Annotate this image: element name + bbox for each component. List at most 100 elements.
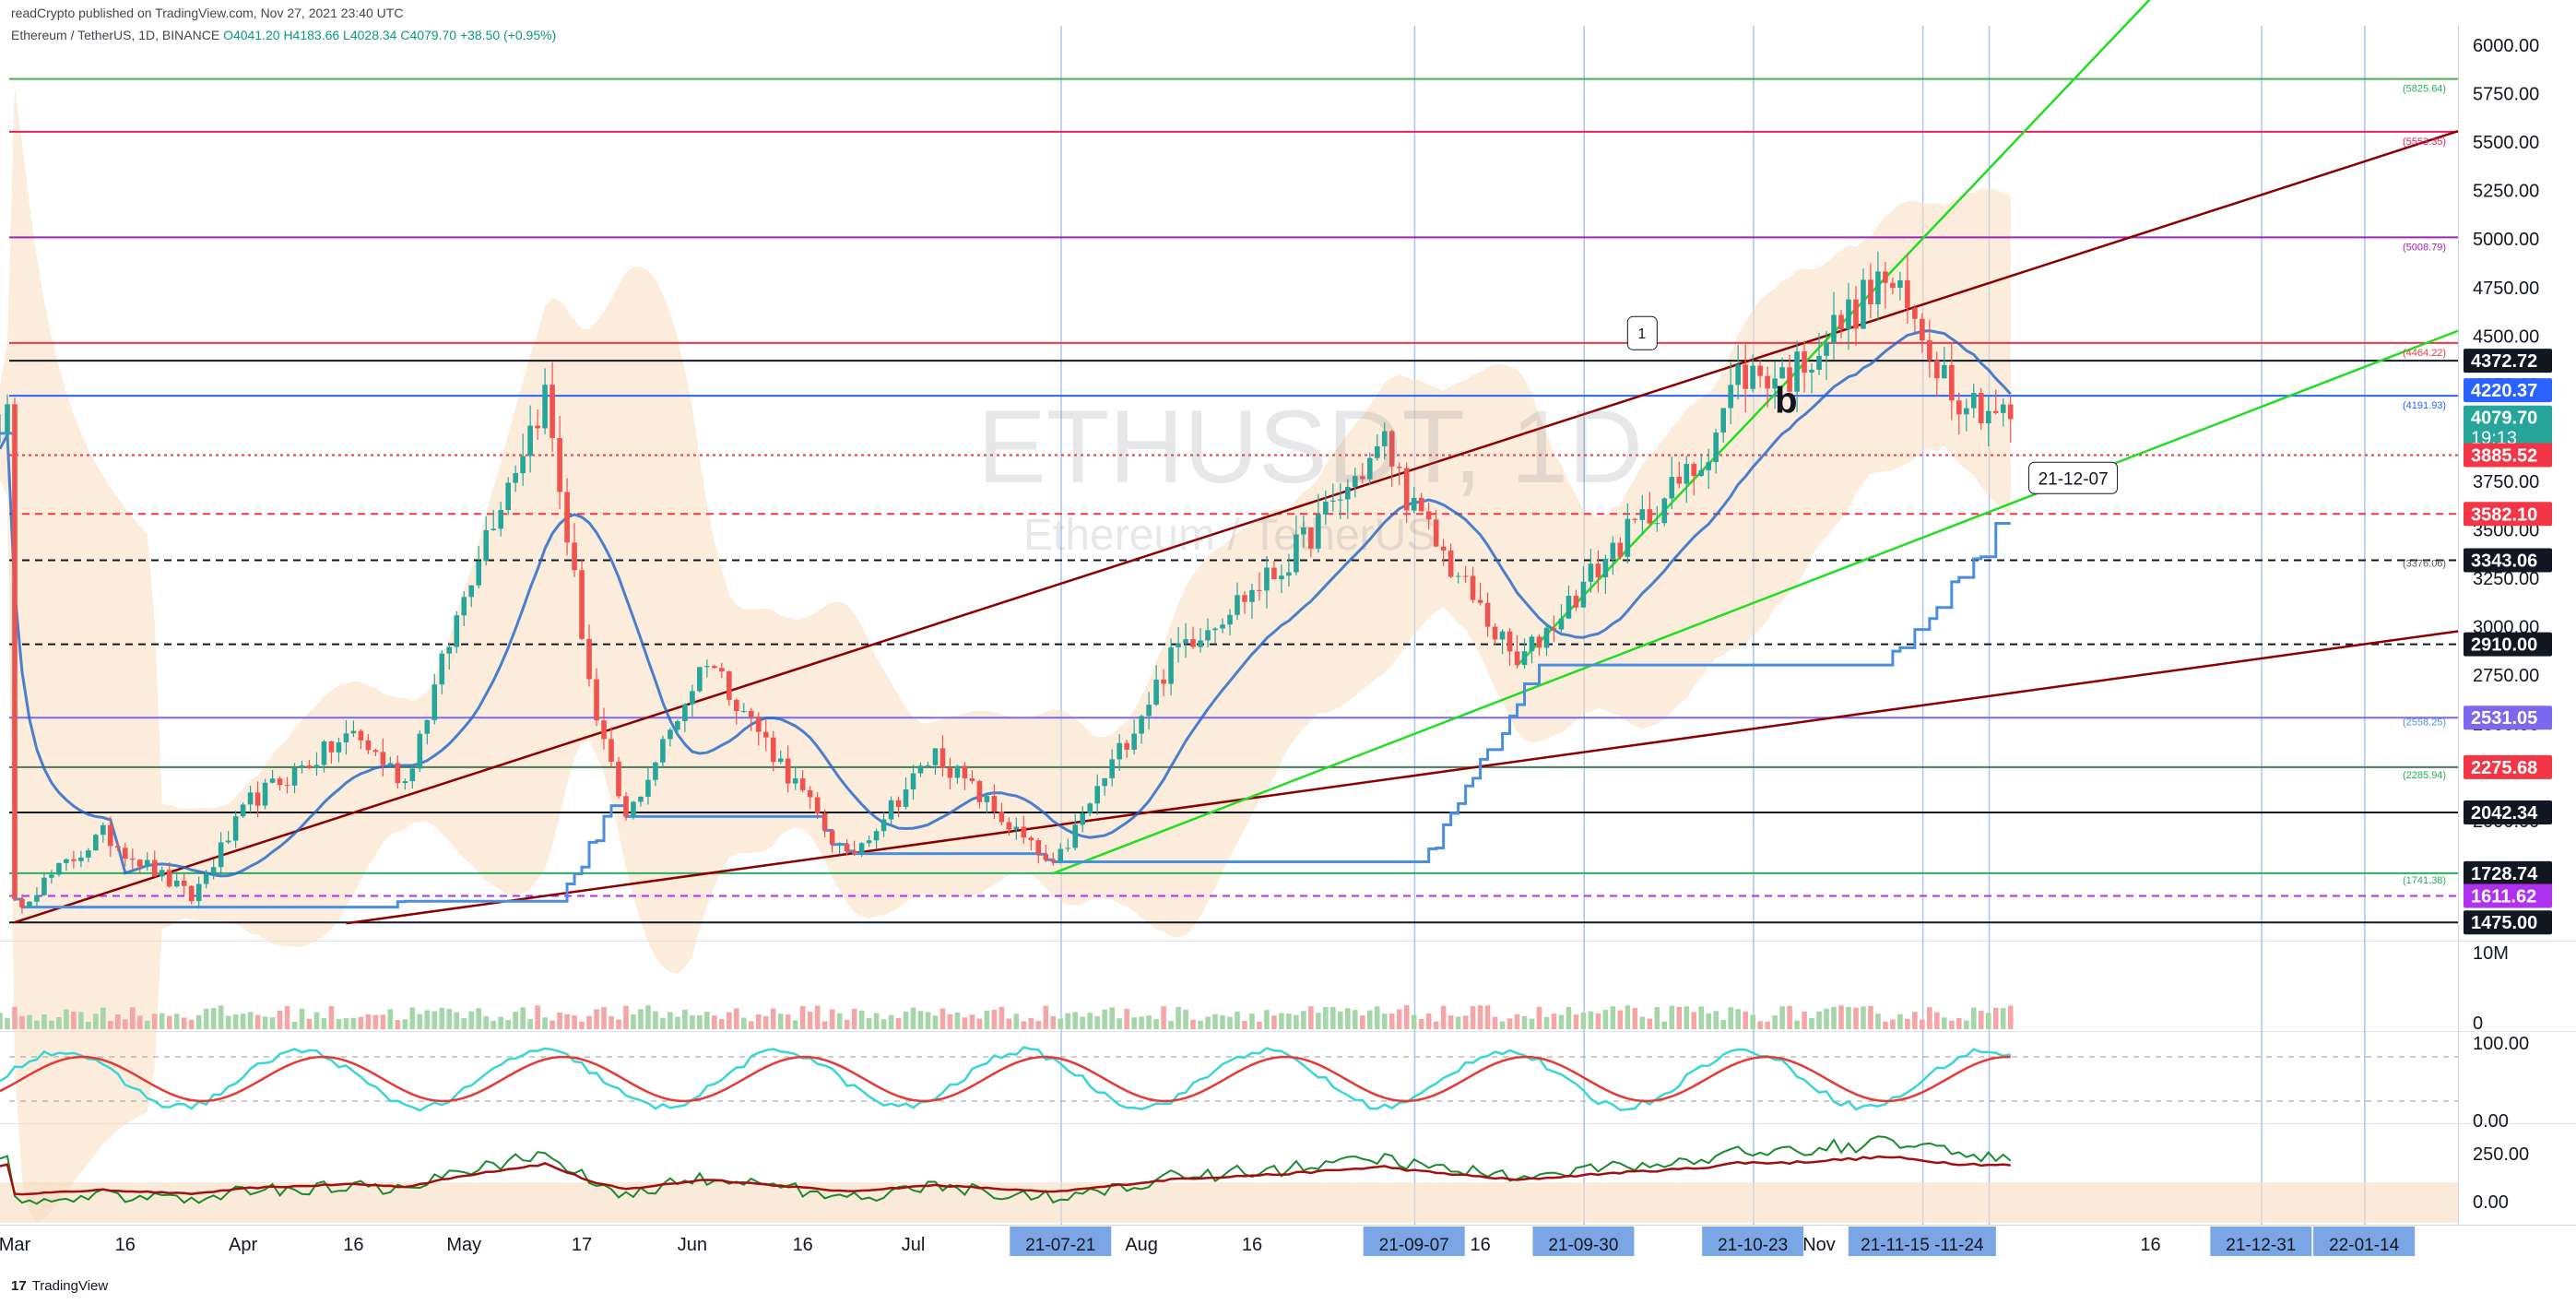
volume-bar: [123, 1019, 128, 1029]
candle: [56, 862, 62, 877]
candle: [1205, 618, 1211, 648]
volume-bar: [880, 1019, 887, 1029]
candle-body: [1323, 501, 1329, 515]
candle: [1316, 493, 1321, 553]
candle: [1058, 843, 1064, 864]
candle: [476, 546, 482, 589]
volume-bar: [1610, 1006, 1616, 1029]
candle: [218, 832, 224, 875]
candle-body: [1425, 511, 1432, 520]
candle-body: [1080, 812, 1086, 825]
candle-body: [1212, 628, 1218, 631]
candle: [269, 770, 276, 784]
candle: [1970, 384, 1977, 419]
candle: [903, 776, 909, 810]
candle-body: [668, 729, 673, 740]
volume-bar: [372, 1014, 379, 1029]
volume-bar: [1124, 1009, 1129, 1029]
volume-bar: [476, 1008, 482, 1029]
volume-bar: [631, 1014, 636, 1029]
oscillator-axis-label: 100.00: [2473, 1034, 2529, 1054]
date-highlight-label: 21-09-30: [1548, 1236, 1618, 1255]
date-callout-box: [2028, 461, 2119, 494]
candle: [468, 585, 475, 608]
candle: [873, 828, 880, 849]
candle: [1588, 549, 1594, 593]
volume-bar: [917, 1011, 924, 1029]
candle-body: [1632, 518, 1638, 520]
candle: [1065, 838, 1071, 852]
candle-body: [136, 859, 143, 867]
candle-body: [144, 859, 150, 867]
candle: [880, 812, 887, 837]
candle: [1529, 634, 1535, 664]
volume-bar: [690, 1014, 695, 1029]
candle: [151, 850, 158, 877]
volume-bar: [454, 1012, 460, 1029]
volume-bar: [1411, 1014, 1417, 1029]
volume-bar: [247, 1012, 254, 1029]
volume-bar: [1418, 1019, 1424, 1029]
price-badge: [2464, 705, 2552, 730]
candle-body: [880, 819, 887, 832]
candle-body: [1176, 643, 1181, 647]
level-value-label: (3376.06): [2403, 559, 2446, 570]
candle-body: [1035, 840, 1042, 855]
volume-bar: [1970, 1007, 1977, 1029]
candle-body: [1934, 360, 1940, 379]
volume-bar: [1190, 1019, 1196, 1029]
volume-bar: [1956, 1017, 1962, 1029]
volume-bar: [240, 1014, 246, 1029]
price-badge-label: 2275.68: [2471, 758, 2537, 778]
volume-bar: [483, 1015, 490, 1029]
volume-bar: [1433, 1021, 1439, 1029]
candle: [93, 833, 99, 851]
candle: [609, 727, 614, 768]
candle: [1286, 553, 1292, 587]
price-badge: [2464, 860, 2552, 885]
candle: [1235, 582, 1240, 620]
candle: [1794, 340, 1800, 413]
candle-body: [1124, 742, 1129, 750]
vertical-date-marker: [1060, 26, 1062, 1225]
candle: [932, 748, 939, 776]
volume-bar: [1949, 1020, 1955, 1029]
volume-bar: [1035, 1021, 1042, 1029]
candle: [1374, 433, 1380, 461]
volume-bar: [675, 1016, 680, 1029]
volume-bar: [1087, 1013, 1093, 1029]
volume-bar: [1720, 1020, 1726, 1029]
candle-body: [424, 719, 431, 734]
candle-body: [814, 797, 821, 813]
footer-brand[interactable]: 17 TradingView: [11, 1278, 108, 1294]
candle-body: [1846, 299, 1851, 330]
candle-body: [1521, 651, 1528, 666]
volume-bar: [572, 1015, 577, 1029]
volume-bar: [1425, 1014, 1432, 1029]
volume-bar: [129, 1007, 136, 1029]
date-highlight-badge: [1010, 1227, 1112, 1256]
candle-body: [365, 740, 372, 751]
candle: [1087, 802, 1093, 817]
volume-bar: [181, 1017, 187, 1029]
volume-bar: [1345, 1008, 1351, 1029]
candle: [1853, 286, 1859, 346]
time-axis-label: Jul: [902, 1235, 926, 1255]
volume-bar: [1168, 1021, 1174, 1029]
candle-body: [1050, 859, 1057, 862]
candle-body: [203, 873, 209, 884]
candle-body: [1580, 581, 1587, 608]
candle-body: [1728, 385, 1733, 409]
candle-body: [343, 733, 349, 743]
candle: [247, 785, 254, 813]
price-badge-label: 3343.06: [2471, 551, 2537, 572]
candle-body: [1403, 468, 1410, 511]
candle: [1330, 483, 1336, 512]
candle-body: [1824, 342, 1829, 356]
candle-body: [1161, 679, 1166, 684]
candle-body: [1316, 514, 1321, 549]
volume-bar: [1890, 1019, 1896, 1029]
candle: [1610, 536, 1616, 575]
